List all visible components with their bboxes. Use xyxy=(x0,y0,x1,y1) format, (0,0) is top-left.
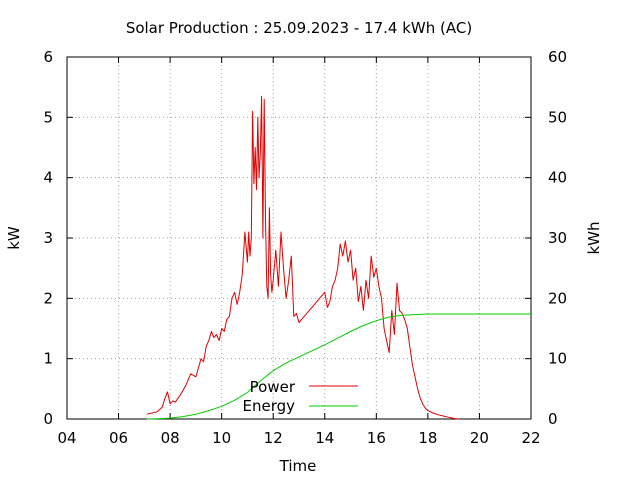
x-tick-label: 22 xyxy=(521,429,540,447)
chart-title: Solar Production : 25.09.2023 - 17.4 kWh… xyxy=(126,19,472,37)
y-tick-label: 2 xyxy=(43,289,53,307)
legend-label-energy: Energy xyxy=(242,397,295,415)
x-tick-labels: 04 06 08 10 12 14 16 18 20 22 xyxy=(57,429,540,447)
y-tick-label: 3 xyxy=(43,229,53,247)
x-axis-title: Time xyxy=(279,457,317,475)
y-tick-labels: 0 1 2 3 4 5 6 xyxy=(43,48,53,428)
series-layer xyxy=(146,95,531,420)
y2-tick-label: 40 xyxy=(548,169,567,187)
y-tick-label: 6 xyxy=(43,48,53,66)
x-tick-label: 20 xyxy=(470,429,489,447)
y2-tick-label: 0 xyxy=(548,410,558,428)
y2-tick-labels: 0 10 20 30 40 50 60 xyxy=(548,48,567,428)
series-line-power xyxy=(146,95,459,420)
plot-frame xyxy=(66,56,532,420)
x-tick-label: 14 xyxy=(315,429,334,447)
x-tick-label: 08 xyxy=(161,429,180,447)
y-tick-label: 5 xyxy=(43,108,53,126)
y-tick-label: 1 xyxy=(43,350,53,368)
x-tick-label: 04 xyxy=(57,429,76,447)
series-line-energy xyxy=(146,313,531,420)
y-axis-title: kW xyxy=(5,226,23,250)
y2-tick-label: 10 xyxy=(548,350,567,368)
x-tick-label: 10 xyxy=(212,429,231,447)
y2-tick-label: 30 xyxy=(548,229,567,247)
y2-tick-label: 50 xyxy=(548,108,567,126)
x-tick-label: 18 xyxy=(418,429,437,447)
legend: Power Energy xyxy=(242,378,358,415)
y2-axis-title: kWh xyxy=(585,221,603,254)
x-tick-label: 12 xyxy=(264,429,283,447)
grid-lines xyxy=(67,57,531,419)
y2-tick-label: 20 xyxy=(548,289,567,307)
x-tick-label: 16 xyxy=(367,429,386,447)
y-tick-label: 0 xyxy=(43,410,53,428)
y-tick-label: 4 xyxy=(43,169,53,187)
legend-label-power: Power xyxy=(250,378,296,396)
x-tick-label: 06 xyxy=(109,429,128,447)
y2-tick-label: 60 xyxy=(548,48,567,66)
